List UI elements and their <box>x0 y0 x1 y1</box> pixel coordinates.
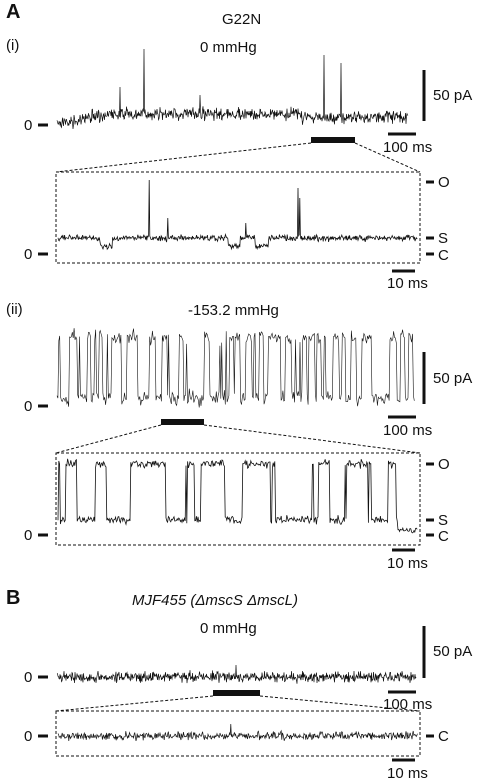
b-zoom-connector-right <box>259 695 421 712</box>
a-i-current-scale-label: 50 pA <box>433 87 473 104</box>
b-main-trace <box>56 664 417 684</box>
a-ii-sublabel: (ii) <box>6 301 23 318</box>
a-ii-zoom-zero-label: 0 <box>24 527 33 544</box>
a-i-zero-label: 0 <box>24 117 33 134</box>
b-zoom-region-bar <box>213 690 260 696</box>
a-i-open-level-label: O <box>438 174 450 191</box>
a-ii-sub-level-label: S <box>438 512 449 529</box>
a-i-zoom-connector-right <box>354 142 421 173</box>
a-i-zoom-trace <box>57 179 418 251</box>
a-i-zoom-zero-label: 0 <box>24 246 33 263</box>
b-closed-level-label: C <box>438 728 449 745</box>
b-current-scale-label: 50 pA <box>433 643 473 660</box>
a-ii-zoom-trace <box>57 458 418 534</box>
a-i-time-scale-label: 100 ms <box>383 139 433 156</box>
panel-b-strain: MJF455 (ΔmscS ΔmscL) <box>132 592 298 609</box>
panel-a-construct: G22N <box>222 11 262 28</box>
a-i-zoom-region-bar <box>311 137 355 143</box>
a-ii-zoom-connector-left <box>55 424 162 454</box>
a-i-sublabel: (i) <box>6 37 20 54</box>
a-i-pressure: 0 mmHg <box>200 39 257 56</box>
a-i-main-trace <box>56 48 409 130</box>
b-zero-label: 0 <box>24 669 33 686</box>
b-pressure: 0 mmHg <box>200 620 257 637</box>
a-ii-open-level-label: O <box>438 456 450 473</box>
a-i-sub-level-label: S <box>438 230 449 247</box>
b-zoom-connector-left <box>55 695 214 712</box>
a-i-closed-level-label: C <box>438 247 449 264</box>
a-i-zoom-box <box>55 171 421 264</box>
a-ii-zoom-connector-right <box>203 424 421 454</box>
a-ii-time-scale-label: 100 ms <box>383 422 433 439</box>
panel-b-label: B <box>6 587 21 609</box>
a-i-zoom-time-scale-label: 10 ms <box>387 275 428 292</box>
trace-layer <box>56 48 418 742</box>
a-ii-zoom-time-scale-label: 10 ms <box>387 555 428 572</box>
b-zoom-time-scale-label: 10 ms <box>387 765 428 782</box>
a-ii-zero-label: 0 <box>24 398 33 415</box>
a-ii-closed-level-label: C <box>438 528 449 545</box>
a-ii-main-trace <box>56 328 415 408</box>
b-zoom-box <box>55 710 421 757</box>
a-ii-zoom-region-bar <box>161 419 204 425</box>
b-time-scale-label: 100 ms <box>383 696 433 713</box>
a-ii-pressure: -153.2 mmHg <box>188 302 279 319</box>
b-zoom-trace <box>57 723 418 742</box>
panel-a-label: A <box>6 1 21 23</box>
a-ii-current-scale-label: 50 pA <box>433 370 473 387</box>
b-zoom-zero-label: 0 <box>24 728 33 745</box>
a-ii-zoom-box <box>55 452 421 546</box>
a-i-zoom-connector-left <box>55 142 312 173</box>
